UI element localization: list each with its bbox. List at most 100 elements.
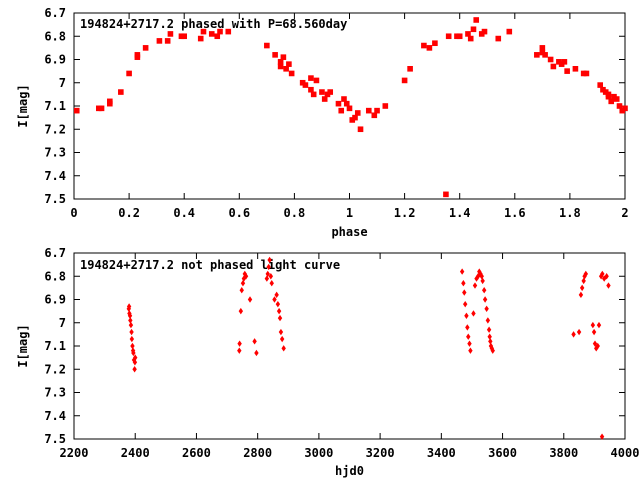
data-point bbox=[486, 326, 492, 333]
data-point bbox=[490, 347, 495, 354]
data-point bbox=[208, 31, 215, 37]
data-point bbox=[421, 42, 427, 49]
data-point bbox=[275, 300, 281, 308]
data-point bbox=[583, 70, 590, 77]
data-point bbox=[622, 105, 628, 112]
data-point bbox=[241, 275, 247, 282]
phased-plot-xlabel: phase bbox=[331, 225, 367, 239]
data-point bbox=[286, 61, 292, 67]
x-tick-label: 1.4 bbox=[449, 206, 471, 220]
y-tick-label: 6.7 bbox=[44, 246, 66, 260]
y-tick-label: 7.5 bbox=[44, 432, 66, 446]
y-tick-label: 7.4 bbox=[44, 169, 66, 183]
data-point bbox=[352, 114, 358, 121]
data-point bbox=[277, 59, 284, 65]
y-tick-label: 7 bbox=[59, 316, 66, 330]
data-point bbox=[354, 110, 361, 116]
data-point bbox=[127, 312, 133, 319]
data-point bbox=[343, 100, 350, 107]
y-tick-label: 7.1 bbox=[44, 99, 66, 113]
data-point bbox=[126, 303, 132, 310]
data-point bbox=[107, 98, 113, 105]
data-point bbox=[128, 317, 133, 324]
data-point bbox=[432, 40, 438, 47]
data-point bbox=[288, 70, 295, 77]
data-point bbox=[277, 314, 283, 322]
data-point bbox=[374, 107, 380, 114]
y-tick-label: 6.9 bbox=[44, 53, 66, 67]
data-point bbox=[547, 56, 554, 63]
x-tick-label: 4000 bbox=[611, 446, 640, 460]
data-point bbox=[197, 35, 204, 42]
data-point bbox=[572, 66, 579, 72]
x-tick-label: 1.2 bbox=[394, 206, 416, 220]
data-point bbox=[582, 273, 587, 280]
data-point bbox=[252, 338, 257, 345]
data-point bbox=[118, 89, 124, 95]
x-tick-label: 0.2 bbox=[118, 206, 140, 220]
data-point bbox=[462, 289, 467, 296]
data-point bbox=[238, 307, 244, 315]
x-tick-label: 2 bbox=[621, 206, 628, 220]
data-point bbox=[129, 328, 134, 336]
data-point bbox=[597, 82, 604, 88]
data-point bbox=[132, 366, 137, 373]
y-tick-label: 7.1 bbox=[44, 339, 66, 353]
data-point bbox=[470, 26, 477, 33]
data-point bbox=[471, 310, 476, 317]
y-tick-label: 7.5 bbox=[44, 192, 66, 206]
data-point bbox=[279, 335, 285, 343]
data-point bbox=[283, 66, 289, 72]
data-point bbox=[164, 38, 171, 44]
data-point bbox=[461, 280, 466, 287]
phased-plot-title: 194824+2717.2 phased with P=68.560day bbox=[80, 17, 347, 31]
data-point bbox=[239, 287, 244, 294]
data-point bbox=[357, 126, 364, 133]
data-point bbox=[225, 28, 232, 35]
data-point bbox=[534, 52, 540, 58]
y-tick-label: 6.7 bbox=[44, 6, 66, 20]
y-tick-label: 7.2 bbox=[44, 362, 66, 376]
data-point bbox=[456, 33, 463, 40]
unphased-light-curve-plot: 194824+2717.2 not phased light curve hjd… bbox=[16, 246, 639, 478]
x-tick-label: 3800 bbox=[549, 446, 578, 460]
x-tick-label: 2600 bbox=[182, 446, 211, 460]
data-point bbox=[484, 305, 489, 312]
data-point bbox=[465, 324, 470, 331]
data-point bbox=[576, 328, 582, 336]
y-tick-label: 6.9 bbox=[44, 293, 66, 307]
x-tick-label: 1.6 bbox=[504, 206, 526, 220]
y-tick-label: 6.8 bbox=[44, 269, 66, 283]
data-point bbox=[264, 275, 270, 282]
data-point bbox=[539, 45, 546, 51]
data-point bbox=[605, 91, 612, 98]
data-point bbox=[346, 105, 353, 112]
data-point bbox=[310, 91, 317, 98]
phased-plot-points bbox=[73, 17, 628, 198]
x-tick-label: 0 bbox=[70, 206, 77, 220]
data-point bbox=[181, 33, 187, 40]
data-point bbox=[274, 291, 279, 299]
data-point bbox=[276, 307, 282, 315]
data-point bbox=[200, 28, 207, 35]
data-point bbox=[464, 312, 469, 319]
data-point bbox=[564, 68, 570, 74]
data-point bbox=[473, 17, 480, 23]
y-tick-label: 7.3 bbox=[44, 146, 66, 160]
data-point bbox=[506, 28, 513, 35]
data-point bbox=[466, 333, 471, 340]
phased-plot-ylabel: I[mag] bbox=[16, 84, 30, 127]
data-point bbox=[240, 280, 246, 287]
data-point bbox=[129, 335, 135, 343]
data-point bbox=[488, 338, 493, 345]
data-point bbox=[401, 77, 408, 84]
data-point bbox=[327, 89, 334, 95]
data-point bbox=[445, 33, 452, 40]
data-point bbox=[321, 96, 328, 102]
data-point bbox=[156, 38, 163, 44]
data-point bbox=[407, 66, 413, 72]
y-tick-label: 7.2 bbox=[44, 122, 66, 136]
data-point bbox=[266, 263, 271, 271]
data-point bbox=[237, 347, 242, 354]
